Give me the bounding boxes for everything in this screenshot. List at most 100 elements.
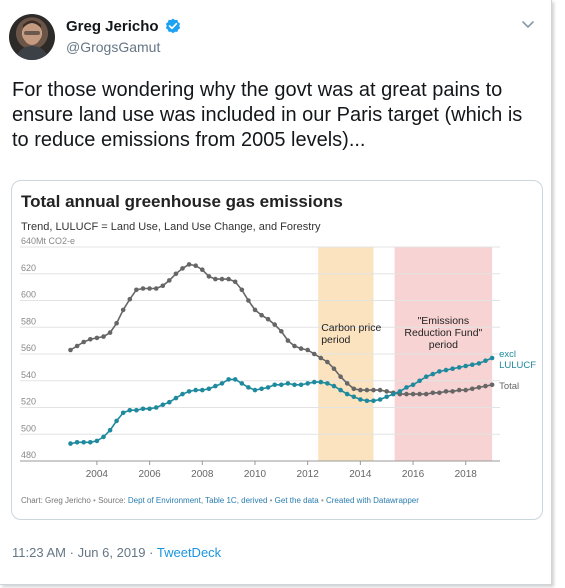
chart-card[interactable]: 480 500 520 540 560 580 600 620 640Mt CO2-e 2004 2… [11,180,543,520]
emissions-chart: 480 500 520 540 560 580 600 620 640Mt CO2-e 2004 2… [20,236,536,480]
data-point [371,398,376,404]
data-point [305,381,311,386]
data-point [489,355,495,361]
data-point [232,279,238,285]
get-data-link[interactable]: Get the data [274,496,319,505]
data-point [423,374,429,379]
data-point [377,397,383,402]
data-point [430,371,436,377]
data-point [338,387,343,393]
data-point [483,358,488,363]
data-point [325,359,330,365]
footer-dot: • [320,496,324,505]
author-avatar[interactable] [9,14,55,60]
chart-subtitle: Trend, LULUCF = Land Use, Land Use Chang… [21,221,321,233]
data-point [153,405,159,410]
data-point [397,389,403,394]
data-point [239,381,245,386]
data-point [147,286,152,291]
data-point [279,382,284,388]
data-point [443,367,449,373]
tweet-date[interactable]: Jun 6, 2019 [77,545,146,560]
data-point [470,362,475,367]
data-point [259,386,264,392]
tweet-time[interactable]: 11:23 AM [12,545,66,560]
chart-credit: Chart: Greg Jericho [21,496,91,505]
data-point [437,369,442,374]
y-tick-label: 560 [21,343,36,353]
data-point [272,382,278,388]
source-link[interactable]: Dept of Environment, Table 1C, derived [127,496,268,505]
data-point [404,391,409,397]
data-point [476,361,482,366]
data-point [173,271,179,277]
tweet-meta: 11:23 AM · Jun 6, 2019 · TweetDeck [12,545,221,560]
x-tick-label: 2008 [191,469,214,480]
data-point [305,347,311,353]
data-point [226,377,231,382]
y-tick-label: 480 [21,450,36,460]
data-point [101,334,106,339]
data-point [312,379,317,385]
data-point [318,379,324,385]
x-tick-label: 2014 [349,469,372,480]
data-point [483,383,488,389]
data-point [331,366,337,371]
data-point [213,383,218,389]
data-point [127,296,133,302]
author-handle[interactable]: @GrogsGamut [66,39,161,55]
data-point [180,266,185,271]
avatar-photo-icon [15,20,49,60]
data-point [114,418,119,424]
data-point [265,316,271,322]
band-label: "Emissions [418,315,470,327]
data-point [193,263,198,268]
x-tick-label: 2006 [138,469,161,480]
chart-footer: Chart: Greg Jericho • Source: Dept of En… [21,496,419,505]
data-point [81,339,86,345]
chevron-down-icon[interactable] [521,20,535,30]
series-label-excl: excl [499,349,516,360]
meta-separator: · [69,545,74,560]
data-point [298,346,304,351]
source-label: Source: [98,496,126,505]
series-label-total: Total [499,381,519,392]
y-tick-label: 580 [21,316,36,326]
series-label-excl: LULUCF [499,360,536,371]
x-tick-label: 2012 [297,469,320,480]
y-tick-label: 540 [21,370,36,380]
data-point [88,337,93,342]
data-point [180,391,185,397]
tweet-source-link[interactable]: TweetDeck [156,545,222,560]
data-point [226,276,231,282]
data-point [430,390,436,396]
data-point [107,330,113,335]
data-point [331,383,337,389]
data-point [279,329,284,334]
data-point [463,363,469,369]
y-tick-label: 500 [21,423,36,433]
data-point [489,382,495,388]
data-point [437,390,442,396]
y-tick-label: 600 [21,290,36,300]
y-tick-label: 520 [21,397,36,407]
data-point [81,440,86,445]
data-point [443,389,449,394]
band-label: Reduction Fund" [404,327,482,339]
datawrapper-link[interactable]: Created with Datawrapper [325,496,419,505]
data-point [68,347,73,353]
x-tick-label: 2010 [244,469,267,480]
data-point [377,387,383,393]
data-point [246,298,251,303]
author-name[interactable]: Greg Jericho [66,18,159,35]
data-point [338,374,343,379]
data-point [239,287,245,293]
data-point [74,440,80,445]
data-point [140,286,146,291]
data-point [107,427,113,433]
data-point [384,389,390,394]
data-point [364,387,370,393]
data-point [272,322,278,327]
x-tick-label: 2018 [455,469,478,480]
data-point [193,387,198,393]
